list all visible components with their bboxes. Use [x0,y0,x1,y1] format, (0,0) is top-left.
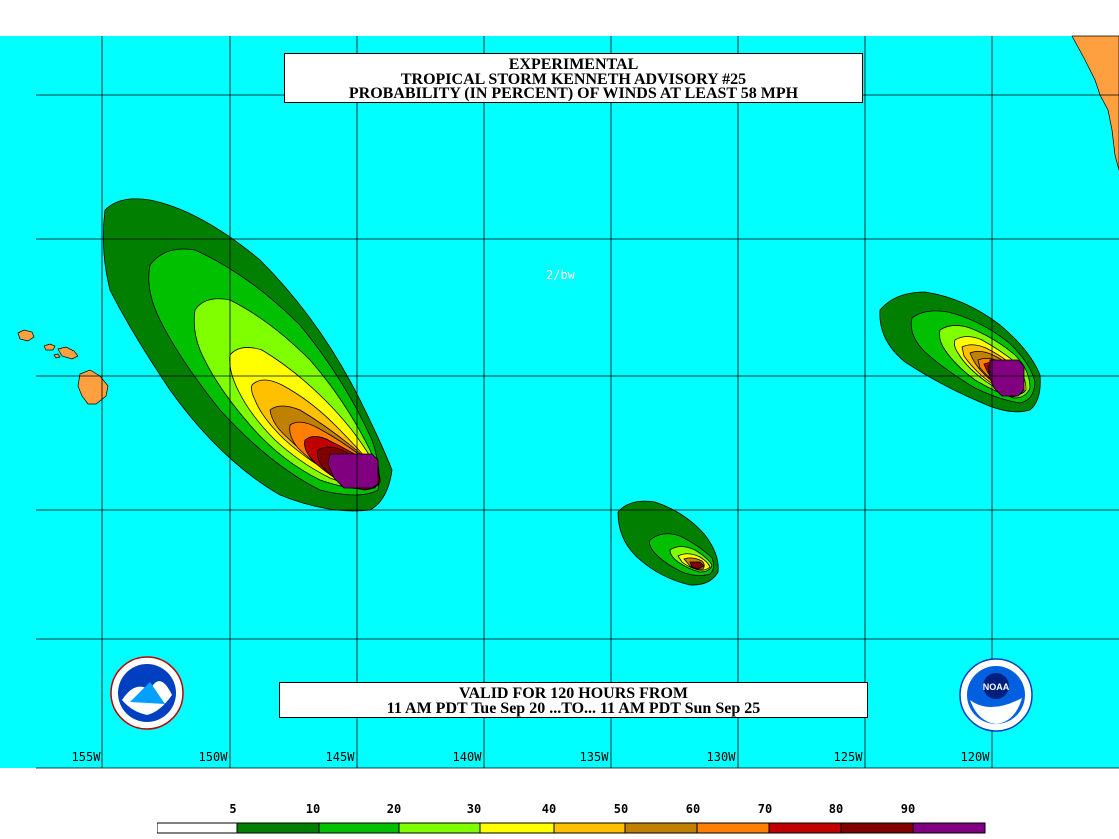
probability-contours-south [617,500,719,586]
probability-contours-main [102,198,393,512]
legend-swatch [398,822,481,834]
lon-label-120w: 120W [960,750,990,764]
title-line-2: TROPICAL STORM KENNETH ADVISORY #25 [400,70,747,88]
title-line-3: PROBABILITY (IN PERCENT) OF WINDS AT LEA… [348,85,799,102]
probability-contours-east [879,291,1041,413]
legend-swatch [912,822,986,834]
lat-lon-grid [36,36,1119,769]
legend-label-40: 40 [541,802,557,816]
lon-label-140w: 140W [452,750,482,764]
lon-label-155w: 155W [71,750,101,764]
legend-swatch [624,822,698,834]
legend-swatch [318,822,400,834]
legend-swatch [696,822,770,834]
hawaii-islands [17,329,109,405]
lon-label-125w: 125W [833,750,863,764]
legend-label-30: 30 [466,802,482,816]
lon-label-150w: 150W [198,750,228,764]
legend-swatch [840,822,914,834]
ocean-area [0,36,1119,768]
noaa-logo-icon: NOAA [959,658,1033,732]
valid-line-2: 11 AM PDT Tue Sep 20 ...TO... 11 AM PDT … [386,700,761,717]
lon-label-135w: 135W [579,750,609,764]
valid-period-box: VALID FOR 120 HOURS FROM 11 AM PDT Tue S… [279,682,868,718]
legend-label-80: 80 [828,802,844,816]
lon-label-145w: 145W [325,750,355,764]
forecaster-initials: 2/bw [546,268,575,282]
title-line-1: EXPERIMENTAL [508,56,639,73]
svg-text:NOAA: NOAA [983,682,1010,692]
north-america-land [1071,35,1119,171]
legend-swatch [479,822,555,834]
legend-swatch [157,822,238,834]
legend-label-90: 90 [900,802,916,816]
valid-line-1: VALID FOR 120 HOURS FROM [458,685,689,702]
legend-swatch [768,822,842,834]
legend-label-60: 60 [685,802,701,816]
legend-swatch [553,822,626,834]
legend-label-50: 50 [613,802,629,816]
legend-label-10: 10 [305,802,321,816]
legend-label-70: 70 [757,802,773,816]
title-box: EXPERIMENTAL TROPICAL STORM KENNETH ADVI… [284,53,863,103]
legend-swatch [236,822,320,834]
legend-label-20: 20 [386,802,402,816]
nws-logo-icon [110,656,184,730]
lon-label-130w: 130W [706,750,736,764]
legend-color-bar [157,822,986,834]
legend-label-5: 5 [229,802,237,816]
